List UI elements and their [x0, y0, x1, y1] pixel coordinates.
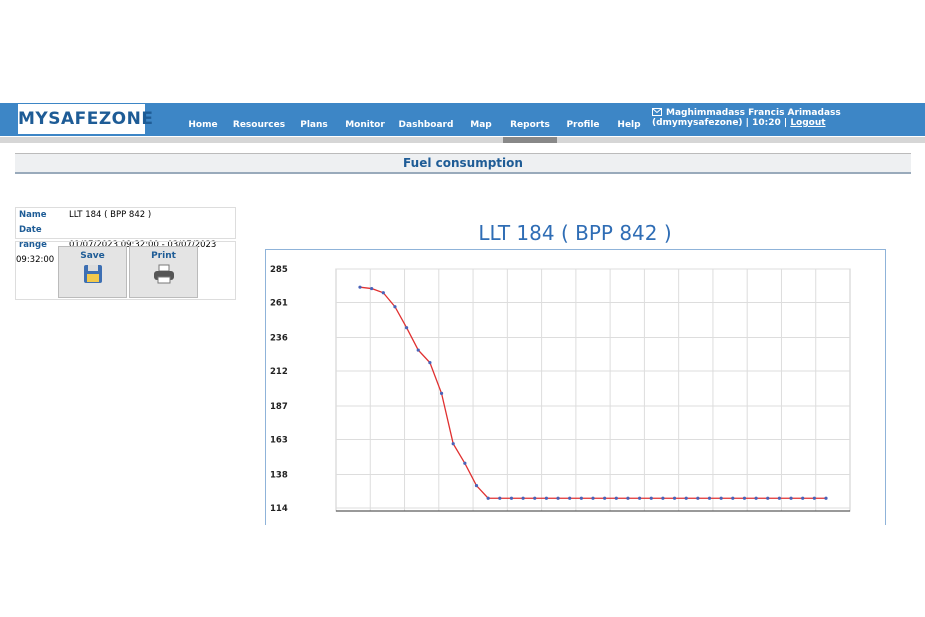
- data-point: [591, 496, 595, 500]
- data-point: [719, 496, 723, 500]
- info-value: 01/07/2023 09:32:00 - 03/07/2023 09:32:0…: [16, 240, 217, 265]
- data-point: [579, 496, 583, 500]
- data-point: [626, 496, 630, 500]
- sub-strip: [0, 137, 925, 143]
- data-point: [463, 461, 467, 465]
- page-title: Fuel consumption: [15, 153, 911, 174]
- print-icon: [153, 264, 174, 284]
- y-tick-label: 138: [270, 470, 288, 480]
- save-button[interactable]: Save: [58, 246, 127, 298]
- data-point: [416, 348, 420, 352]
- info-table: Name LLT 184 ( BPP 842 ) Date range 01/07/…: [15, 207, 236, 265]
- y-tick-label: 236: [270, 333, 288, 343]
- data-point: [405, 326, 409, 330]
- data-point: [428, 361, 432, 365]
- data-point: [603, 496, 607, 500]
- y-tick-label: 114: [270, 504, 288, 514]
- nav-item[interactable]: Map: [470, 120, 492, 130]
- data-point: [556, 496, 560, 500]
- save-label: Save: [80, 251, 105, 261]
- data-point: [812, 496, 816, 500]
- data-point: [742, 496, 747, 500]
- data-point: [672, 496, 677, 500]
- data-point: [649, 496, 653, 500]
- data-point: [474, 484, 479, 488]
- y-tick-label: 187: [270, 402, 288, 412]
- data-point: [731, 496, 735, 500]
- print-label: Print: [151, 251, 176, 261]
- data-point: [824, 496, 828, 500]
- y-tick-label: 163: [270, 436, 288, 446]
- data-point: [789, 496, 793, 500]
- user-info: Maghimmadass Francis Arimadass (dmymysaf…: [652, 108, 925, 128]
- data-point: [696, 496, 700, 500]
- nav-item[interactable]: Plans: [300, 120, 328, 130]
- nav-item[interactable]: Home: [188, 120, 218, 130]
- chart-title: LLT 184 ( BPP 842 ): [478, 221, 671, 245]
- data-point: [498, 496, 502, 500]
- data-point: [754, 496, 758, 500]
- info-key: Name: [19, 210, 47, 220]
- y-tick-label: 285: [270, 265, 288, 275]
- user-name: Maghimmadass Francis Arimadass (dmymysaf…: [652, 108, 841, 128]
- data-point: [358, 285, 362, 289]
- data-point: [661, 496, 665, 500]
- nav-item[interactable]: Help: [617, 120, 641, 130]
- print-button[interactable]: Print: [129, 246, 198, 298]
- info-row: Name LLT 184 ( BPP 842 ): [16, 208, 235, 223]
- data-point: [509, 496, 514, 500]
- data-point: [521, 496, 525, 500]
- data-point: [777, 496, 782, 500]
- data-point: [439, 391, 444, 395]
- y-tick-label: 261: [270, 299, 288, 309]
- info-value: LLT 184 ( BPP 842 ): [69, 210, 152, 220]
- data-point: [614, 496, 618, 500]
- data-point: [568, 496, 572, 500]
- mail-icon[interactable]: [652, 108, 662, 116]
- data-point: [393, 305, 397, 309]
- data-point: [684, 496, 688, 500]
- data-point: [381, 291, 385, 295]
- data-point: [766, 496, 770, 500]
- y-tick-label: 212: [270, 367, 288, 377]
- info-key: Date range: [19, 225, 47, 250]
- data-point: [707, 496, 712, 500]
- nav-item[interactable]: Monitor: [345, 120, 385, 130]
- info-row: Date range 01/07/2023 09:32:00 - 03/07/20…: [16, 223, 235, 265]
- data-point: [801, 496, 805, 500]
- data-point: [544, 496, 549, 500]
- data-point: [370, 286, 374, 291]
- nav-item[interactable]: Resources: [232, 120, 286, 130]
- nav-item[interactable]: Profile: [566, 120, 600, 130]
- logo[interactable]: MYSAFEZONE: [18, 104, 153, 134]
- nav-item[interactable]: Reports: [510, 120, 550, 130]
- data-point: [638, 496, 642, 500]
- chart-frame: [265, 249, 886, 525]
- data-point: [486, 496, 490, 500]
- nav-item[interactable]: Dashboard: [398, 120, 454, 130]
- logout-link[interactable]: Logout: [790, 118, 826, 128]
- data-point: [451, 442, 455, 446]
- active-indicator: [503, 137, 557, 143]
- save-icon: [83, 265, 102, 283]
- button-box: Save Print: [15, 241, 236, 300]
- data-point: [533, 496, 537, 500]
- nav-bar: [0, 103, 925, 136]
